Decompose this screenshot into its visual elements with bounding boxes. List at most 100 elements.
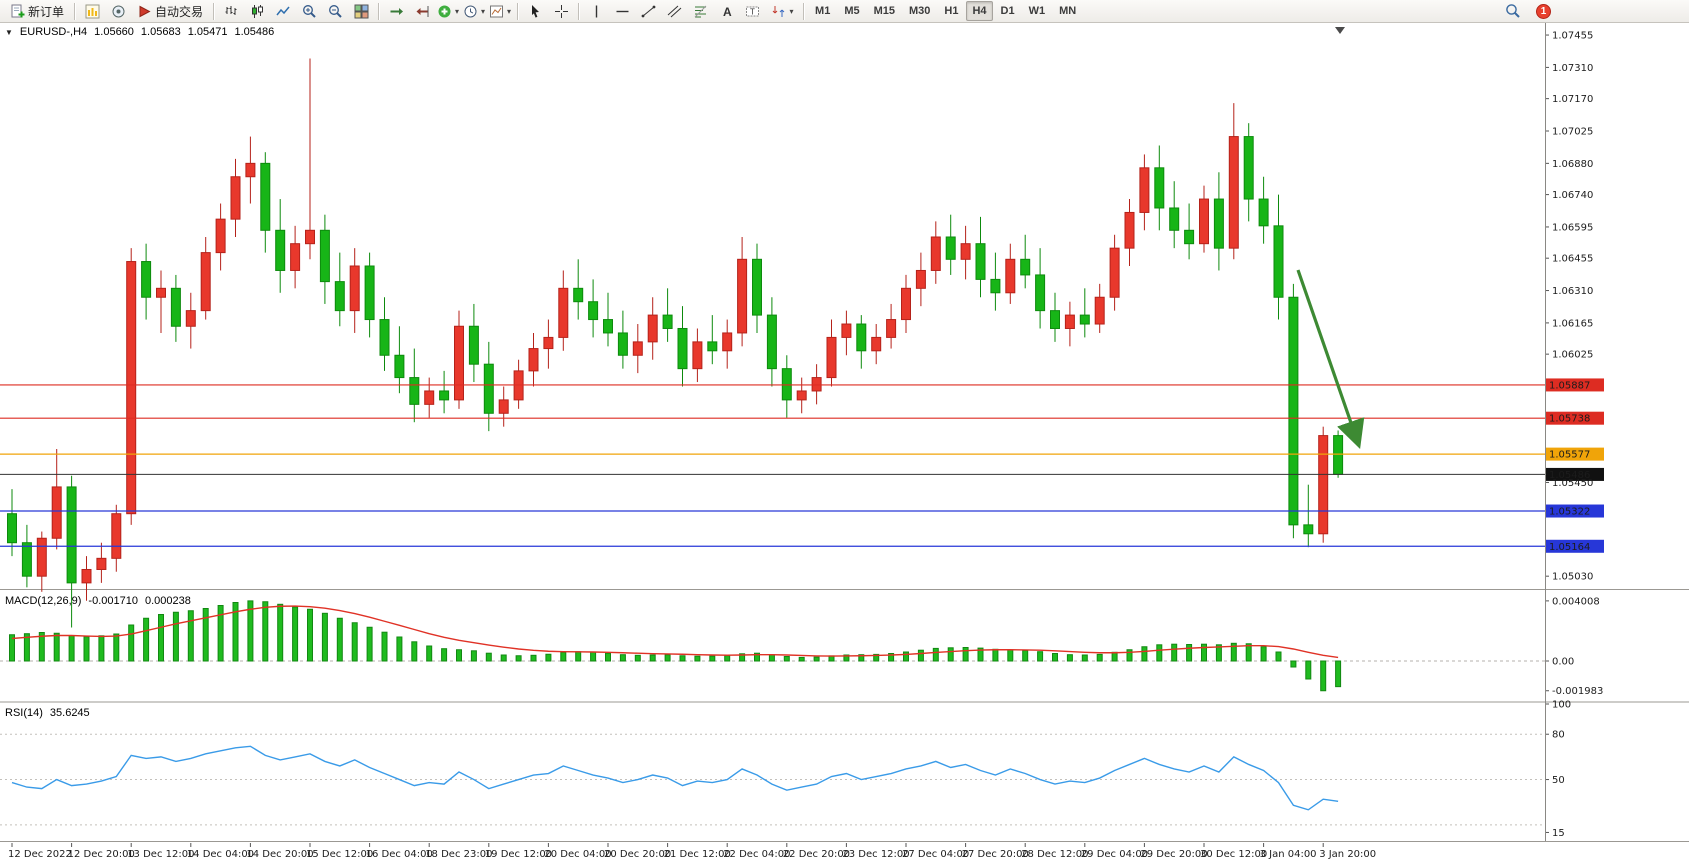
profiles-button[interactable] <box>106 1 130 21</box>
vertical-line-button[interactable] <box>584 1 608 21</box>
svg-text:1.06025: 1.06025 <box>1552 350 1593 361</box>
bar-chart-button[interactable] <box>219 1 243 21</box>
arrow-annotation[interactable] <box>1296 269 1365 450</box>
svg-text:1.05164: 1.05164 <box>1549 542 1590 553</box>
svg-text:28 Dec 12:00: 28 Dec 12:00 <box>1021 849 1088 860</box>
profiles-icon <box>112 5 125 17</box>
label-icon: T <box>745 6 759 16</box>
svg-text:1.05486: 1.05486 <box>1549 470 1590 481</box>
svg-text:22 Dec 04:00: 22 Dec 04:00 <box>723 849 790 860</box>
hlines-layer[interactable] <box>0 384 1545 547</box>
templates-icon <box>490 5 504 17</box>
chart-shift-marker <box>1335 27 1345 34</box>
svg-text:23 Dec 12:00: 23 Dec 12:00 <box>842 849 909 860</box>
svg-text:-0.001983: -0.001983 <box>1552 686 1603 697</box>
timeframe-m1-button[interactable]: M1 <box>809 1 836 21</box>
toolbar-separator <box>803 2 805 20</box>
svg-text:A: A <box>723 5 732 19</box>
toolbar-separator <box>378 2 380 20</box>
candlestick-chart-button[interactable] <box>245 1 269 21</box>
trendline-icon <box>641 5 655 17</box>
timeframe-w1-button[interactable]: W1 <box>1023 1 1052 21</box>
svg-text:1.05738: 1.05738 <box>1549 414 1590 425</box>
line-chart-icon <box>275 6 290 15</box>
svg-text:20 Dec 04:00: 20 Dec 04:00 <box>544 849 611 860</box>
chart-shift-button[interactable] <box>410 1 434 21</box>
toolbar-right: 1 <box>1500 1 1685 21</box>
one-click-trading-toggle[interactable]: ▼ <box>5 27 13 37</box>
svg-text:29 Dec 20:00: 29 Dec 20:00 <box>1140 849 1207 860</box>
indicators-icon <box>438 5 451 17</box>
svg-text:1.06165: 1.06165 <box>1552 318 1593 329</box>
svg-text:16 Dec 04:00: 16 Dec 04:00 <box>366 849 433 860</box>
svg-text:1.05577: 1.05577 <box>1549 450 1590 461</box>
svg-text:3 Jan 04:00: 3 Jan 04:00 <box>1260 849 1317 860</box>
search-button[interactable] <box>1501 1 1525 21</box>
panel-separators <box>0 23 1689 842</box>
timeframe-mn-button[interactable]: MN <box>1053 1 1082 21</box>
crosshair-button[interactable] <box>549 1 573 21</box>
svg-text:1.06310: 1.06310 <box>1552 286 1593 297</box>
arrows-icon <box>772 5 784 17</box>
zoom-in-button[interactable] <box>297 1 321 21</box>
auto-scroll-button[interactable] <box>384 1 408 21</box>
cursor-button[interactable] <box>523 1 547 21</box>
svg-text:1.07170: 1.07170 <box>1552 94 1593 105</box>
svg-text:1.07455: 1.07455 <box>1552 31 1593 42</box>
bar-chart-icon <box>225 5 237 15</box>
label-button[interactable]: T <box>740 1 764 21</box>
new-order-button[interactable]: 新订单 <box>5 1 69 21</box>
fibonacci-icon <box>694 5 706 17</box>
toolbar-separator <box>213 2 215 20</box>
trendline-button[interactable] <box>636 1 660 21</box>
timeframe-m30-button[interactable]: M30 <box>903 1 936 21</box>
svg-text:0.004008: 0.004008 <box>1552 596 1600 607</box>
timeframe-m15-button[interactable]: M15 <box>868 1 901 21</box>
arrows-button[interactable]: ▾ <box>766 1 798 21</box>
svg-text:1.05887: 1.05887 <box>1549 380 1590 391</box>
notification-badge[interactable]: 1 <box>1536 3 1551 19</box>
indicators-button[interactable]: ▾ <box>436 1 460 21</box>
periods-button[interactable]: ▾ <box>462 1 486 21</box>
svg-text:1.05450: 1.05450 <box>1552 478 1593 489</box>
timeframe-h1-button[interactable]: H1 <box>938 1 964 21</box>
svg-text:15 Dec 12:00: 15 Dec 12:00 <box>306 849 373 860</box>
horizontal-line-icon <box>616 10 629 12</box>
text-button[interactable]: A <box>714 1 738 21</box>
svg-text:21 Dec 12:00: 21 Dec 12:00 <box>664 849 731 860</box>
rsi-panel: 100 80 50 15 <box>0 700 1571 839</box>
timeframe-m5-button[interactable]: M5 <box>838 1 865 21</box>
vertical-line-icon <box>595 5 597 17</box>
candles-layer <box>7 58 1344 628</box>
channel-button[interactable] <box>662 1 686 21</box>
tile-windows-button[interactable] <box>349 1 373 21</box>
svg-text:18 Dec 23:00: 18 Dec 23:00 <box>425 849 492 860</box>
main-chart-canvas[interactable]: 0.0040080.00-0.0019831008050151.058871.0… <box>0 23 1689 861</box>
fibonacci-button[interactable] <box>688 1 712 21</box>
svg-text:1.06455: 1.06455 <box>1552 254 1593 265</box>
svg-text:1.07310: 1.07310 <box>1552 63 1593 74</box>
cursor-icon <box>531 4 539 18</box>
horizontal-line-button[interactable] <box>610 1 634 21</box>
line-chart-button[interactable] <box>271 1 295 21</box>
new-order-icon <box>11 4 25 17</box>
new-chart-icon <box>85 4 100 18</box>
periods-icon <box>464 5 477 17</box>
search-icon <box>1506 4 1520 18</box>
chart-area[interactable]: 0.004008 0.00 -0.001983 100 80 50 15 1.05887 1.0… <box>0 23 1689 861</box>
svg-text:22 Dec 20:00: 22 Dec 20:00 <box>783 849 850 860</box>
svg-text:20 Dec 20:00: 20 Dec 20:00 <box>604 849 671 860</box>
svg-text:12 Dec 2022: 12 Dec 2022 <box>8 849 72 860</box>
svg-text:27 Dec 20:00: 27 Dec 20:00 <box>962 849 1029 860</box>
toolbar-separator <box>517 2 519 20</box>
zoom-out-button[interactable] <box>323 1 347 21</box>
autotrading-label: 自动交易 <box>155 4 204 19</box>
new-chart-button[interactable] <box>80 1 104 21</box>
toolbar-separator <box>578 2 580 20</box>
timeframe-d1-button[interactable]: D1 <box>995 1 1021 21</box>
timeframe-h4-button[interactable]: H4 <box>966 1 993 21</box>
caret-down-icon: ▾ <box>455 6 460 16</box>
autotrading-button[interactable]: 自动交易 <box>132 1 208 21</box>
templates-button[interactable]: ▾ <box>488 1 512 21</box>
